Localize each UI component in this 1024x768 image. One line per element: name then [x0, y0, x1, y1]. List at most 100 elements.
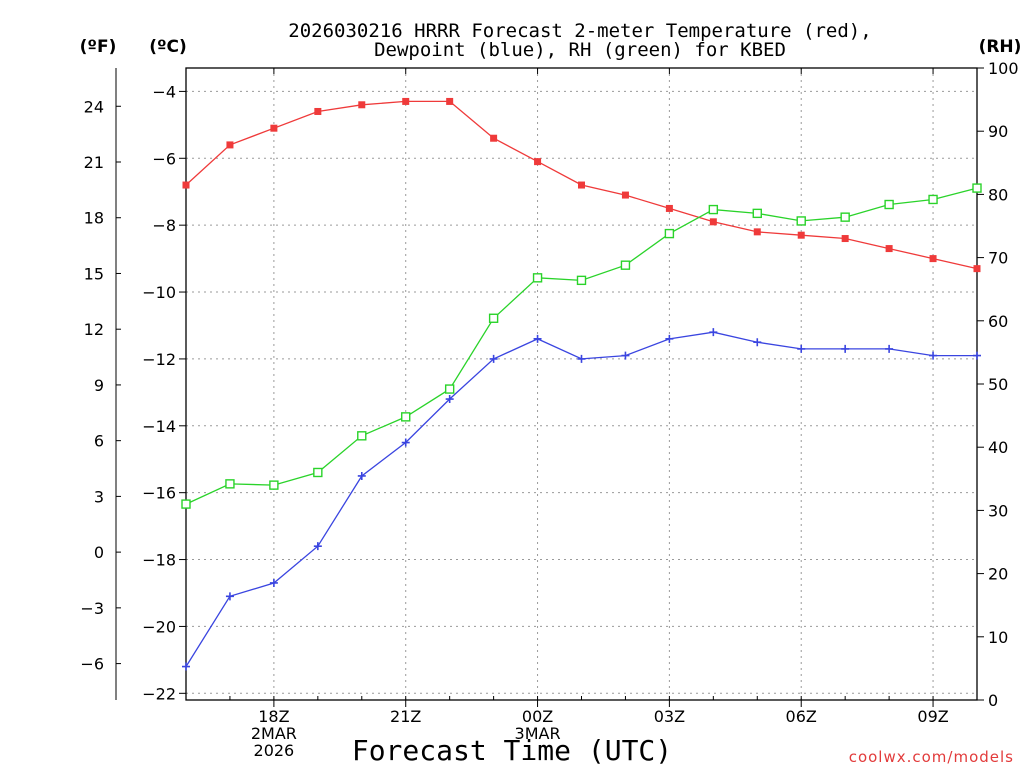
- temperature-point: [973, 265, 981, 273]
- rh-point: [752, 208, 762, 219]
- dewpoint-point: [709, 328, 718, 337]
- rh-tick-label: 60: [988, 312, 1008, 331]
- dewpoint-point: [973, 351, 981, 360]
- x-tick-label: 00Z: [522, 707, 553, 726]
- fahrenheit-tick-label: 24: [84, 97, 104, 116]
- temperature-point: [578, 181, 585, 189]
- plot-frame: [185, 67, 978, 701]
- dewpoint-point: [929, 351, 938, 360]
- dewpoint-point: [533, 334, 542, 343]
- celsius-tick-label: −8: [152, 216, 176, 235]
- rh-point: [225, 479, 235, 489]
- fahrenheit-tick-label: 21: [84, 153, 104, 172]
- dewpoint-point: [489, 354, 498, 363]
- x-axis-label: Forecast Time (UTC): [352, 734, 672, 767]
- fahrenheit-tick-label: 12: [84, 320, 104, 339]
- rh-point: [972, 183, 982, 193]
- chart-title-line1: 2026030216 HRRR Forecast 2-meter Tempera…: [288, 20, 871, 42]
- rh-point: [401, 412, 411, 422]
- fahrenheit-tick-label: 3: [94, 487, 104, 506]
- rh-tick-label: 50: [988, 375, 1008, 394]
- celsius-tick-label: −6: [152, 149, 176, 168]
- rh-tick-label: 40: [988, 438, 1008, 457]
- celsius-tick-label: −16: [142, 484, 176, 503]
- rh-point: [928, 194, 938, 205]
- fahrenheit-tick-label: −3: [80, 599, 104, 618]
- rh-point: [576, 275, 587, 286]
- dewpoint-point: [621, 351, 630, 360]
- rh-point: [357, 431, 367, 441]
- chart-title-line2: Dewpoint (blue), RH (green) for KBED: [374, 39, 786, 61]
- fahrenheit-tick-label: 6: [94, 432, 104, 451]
- temperature-point: [797, 231, 805, 239]
- rh-tick-label: 10: [988, 628, 1008, 647]
- temperature-point: [753, 228, 761, 236]
- temperature-point: [182, 181, 190, 189]
- dewpoint-point: [445, 395, 454, 404]
- rh-tick-label: 30: [988, 501, 1008, 520]
- celsius-tick-label: −18: [142, 551, 176, 570]
- celsius-tick-label: −22: [142, 684, 176, 703]
- x-tick-label: 06Z: [786, 707, 817, 726]
- temperature-point: [446, 97, 454, 105]
- dewpoint-point: [885, 344, 894, 353]
- celsius-tick-label: −14: [142, 417, 176, 436]
- x-tick-label: 03Z: [654, 707, 685, 726]
- fahrenheit-tick-label: 15: [84, 264, 104, 283]
- temperature-point: [314, 107, 322, 115]
- rh-point: [884, 199, 894, 210]
- celsius-tick-label: −4: [152, 82, 176, 101]
- temperature-point: [841, 235, 849, 243]
- credit-label: coolwx.com/models: [849, 748, 1014, 766]
- x-tick-label: 3MAR: [515, 724, 561, 743]
- x-tick-label: 18Z: [258, 707, 289, 726]
- fahrenheit-tick-label: −6: [80, 655, 104, 674]
- x-tick-label: 09Z: [917, 707, 948, 726]
- rh-tick-label: 90: [988, 122, 1008, 141]
- x-tick-label: 2026: [254, 741, 295, 760]
- rh-tick-label: 0: [988, 691, 998, 710]
- dewpoint-point: [401, 438, 410, 447]
- grid-lines: [186, 68, 977, 700]
- temperature-point: [665, 204, 673, 212]
- rh-point: [664, 228, 675, 239]
- temperature-point: [226, 141, 234, 149]
- rh-unit-label: (RH): [979, 37, 1022, 57]
- rh-line: [185, 187, 978, 505]
- x-tick-label: 2MAR: [251, 724, 297, 743]
- temperature-point: [929, 255, 937, 263]
- dewpoint-point: [225, 592, 234, 601]
- rh-point: [444, 384, 455, 394]
- rh-point: [181, 499, 191, 509]
- dewpoint-point: [841, 344, 850, 353]
- rh-point: [269, 480, 279, 490]
- fahrenheit-tick-label: 0: [94, 543, 104, 562]
- dewpoint-point: [665, 334, 674, 343]
- dewpoint-point: [269, 578, 278, 587]
- rh-point: [840, 212, 850, 222]
- dewpoint-point: [182, 662, 190, 671]
- rh-tick-label: 80: [988, 185, 1008, 204]
- rh-point: [708, 204, 719, 215]
- axes: −22 −20 −18 −16 −14 −12 −10 −8 −6 −4 −6 −3 0 3 6 9 12 15 1…: [80, 59, 1018, 760]
- temperature-point: [534, 158, 542, 166]
- dewpoint-point: [753, 338, 762, 347]
- temperature-point: [621, 191, 629, 199]
- rh-point: [488, 313, 499, 323]
- celsius-tick-label: −12: [142, 350, 176, 369]
- rh-tick-label: 20: [988, 565, 1008, 584]
- fahrenheit-tick-label: 18: [84, 209, 104, 228]
- rh-point: [620, 260, 631, 270]
- celsius-tick-label: −20: [142, 617, 176, 636]
- rh-point: [532, 273, 543, 283]
- dewpoint-point: [577, 354, 586, 363]
- temperature-point: [885, 245, 893, 253]
- celsius-tick-label: −10: [142, 283, 176, 302]
- temperature-point: [358, 101, 366, 109]
- dewpoint-line: [185, 331, 977, 667]
- temperature-point: [709, 218, 717, 226]
- celsius-unit-label: (ºC): [149, 37, 187, 57]
- temperature-point: [402, 97, 410, 105]
- temperature-point: [270, 124, 278, 132]
